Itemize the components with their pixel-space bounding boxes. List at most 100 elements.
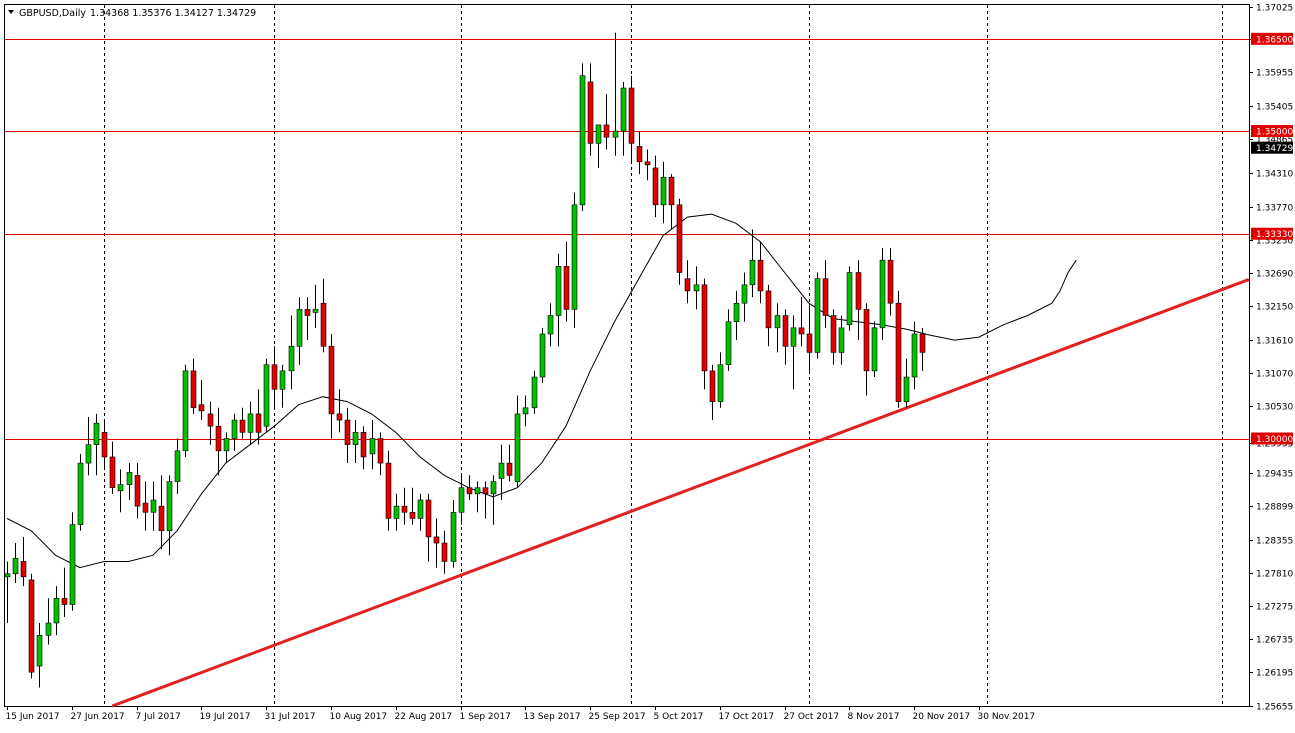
- candle[interactable]: [85, 416, 92, 476]
- candle[interactable]: [547, 303, 554, 347]
- candle[interactable]: [506, 444, 513, 482]
- candle[interactable]: [279, 364, 286, 408]
- candle[interactable]: [441, 530, 448, 574]
- candle[interactable]: [684, 260, 691, 304]
- candle[interactable]: [352, 420, 359, 464]
- candle[interactable]: [579, 63, 586, 211]
- candle[interactable]: [474, 481, 481, 513]
- candle[interactable]: [798, 297, 805, 347]
- candle[interactable]: [150, 481, 157, 531]
- candle[interactable]: [620, 81, 627, 156]
- candle[interactable]: [806, 303, 813, 371]
- candle[interactable]: [757, 241, 764, 304]
- candle[interactable]: [190, 358, 197, 414]
- candle[interactable]: [45, 598, 52, 645]
- candle[interactable]: [409, 487, 416, 525]
- candle[interactable]: [855, 260, 862, 341]
- candle[interactable]: [595, 124, 602, 168]
- candle[interactable]: [288, 315, 295, 390]
- candle[interactable]: [417, 493, 424, 531]
- candle[interactable]: [733, 290, 740, 341]
- candle[interactable]: [142, 481, 149, 531]
- candle[interactable]: [660, 161, 667, 224]
- candle[interactable]: [377, 432, 384, 476]
- candle[interactable]: [126, 463, 133, 501]
- candle[interactable]: [709, 364, 716, 421]
- candle[interactable]: [498, 444, 505, 501]
- candle[interactable]: [109, 441, 116, 494]
- candle[interactable]: [207, 401, 214, 445]
- candle[interactable]: [344, 407, 351, 464]
- candle[interactable]: [668, 174, 675, 230]
- candle[interactable]: [425, 493, 432, 562]
- candle[interactable]: [628, 75, 635, 162]
- candle[interactable]: [247, 401, 254, 445]
- candle[interactable]: [863, 303, 870, 396]
- trendline[interactable]: [111, 278, 1250, 708]
- candle[interactable]: [903, 358, 910, 408]
- candle[interactable]: [117, 469, 124, 513]
- candle[interactable]: [838, 315, 845, 365]
- candle[interactable]: [93, 413, 100, 476]
- moving-average-line[interactable]: [6, 213, 1077, 569]
- candle[interactable]: [676, 198, 683, 285]
- candle[interactable]: [53, 586, 60, 636]
- candle[interactable]: [765, 284, 772, 347]
- candle[interactable]: [846, 266, 853, 331]
- candle[interactable]: [174, 438, 181, 494]
- candle[interactable]: [555, 254, 562, 347]
- candle[interactable]: [166, 475, 173, 556]
- candle[interactable]: [231, 413, 238, 451]
- candle[interactable]: [522, 395, 529, 427]
- candle[interactable]: [336, 389, 343, 433]
- candle[interactable]: [28, 573, 35, 679]
- candle[interactable]: [77, 453, 84, 531]
- candle[interactable]: [612, 32, 619, 156]
- candle[interactable]: [198, 380, 205, 421]
- candle[interactable]: [887, 247, 894, 316]
- candle[interactable]: [369, 420, 376, 470]
- candle[interactable]: [328, 333, 335, 439]
- candle[interactable]: [814, 272, 821, 359]
- candle[interactable]: [871, 321, 878, 378]
- candle[interactable]: [919, 327, 926, 371]
- candle[interactable]: [393, 493, 400, 531]
- candle[interactable]: [701, 278, 708, 390]
- candle[interactable]: [879, 247, 886, 341]
- candle[interactable]: [587, 63, 594, 156]
- candle[interactable]: [4, 561, 11, 623]
- candle[interactable]: [271, 346, 278, 408]
- candle[interactable]: [774, 303, 781, 353]
- candle[interactable]: [158, 475, 165, 550]
- candle[interactable]: [531, 370, 538, 414]
- candle[interactable]: [790, 315, 797, 390]
- candle[interactable]: [490, 475, 497, 525]
- candle[interactable]: [182, 364, 189, 457]
- candle[interactable]: [911, 321, 918, 390]
- candle[interactable]: [12, 543, 19, 584]
- candle[interactable]: [749, 229, 756, 298]
- candle[interactable]: [36, 622, 43, 688]
- candle[interactable]: [603, 94, 610, 150]
- candle[interactable]: [312, 284, 319, 328]
- candle[interactable]: [717, 352, 724, 408]
- candle[interactable]: [215, 407, 222, 476]
- candle[interactable]: [782, 309, 789, 365]
- candle[interactable]: [385, 450, 392, 531]
- candle[interactable]: [61, 567, 68, 617]
- candle[interactable]: [401, 487, 408, 525]
- candle[interactable]: [822, 260, 829, 328]
- candle[interactable]: [830, 309, 837, 365]
- candle[interactable]: [644, 149, 651, 181]
- candle[interactable]: [239, 407, 246, 439]
- candle[interactable]: [223, 432, 230, 464]
- candle[interactable]: [296, 297, 303, 365]
- candle[interactable]: [450, 500, 457, 568]
- candle[interactable]: [304, 297, 311, 341]
- candle[interactable]: [895, 290, 902, 408]
- candle[interactable]: [571, 192, 578, 328]
- candle[interactable]: [458, 475, 465, 525]
- candle[interactable]: [20, 536, 27, 587]
- candle[interactable]: [636, 131, 643, 175]
- candle[interactable]: [652, 155, 659, 218]
